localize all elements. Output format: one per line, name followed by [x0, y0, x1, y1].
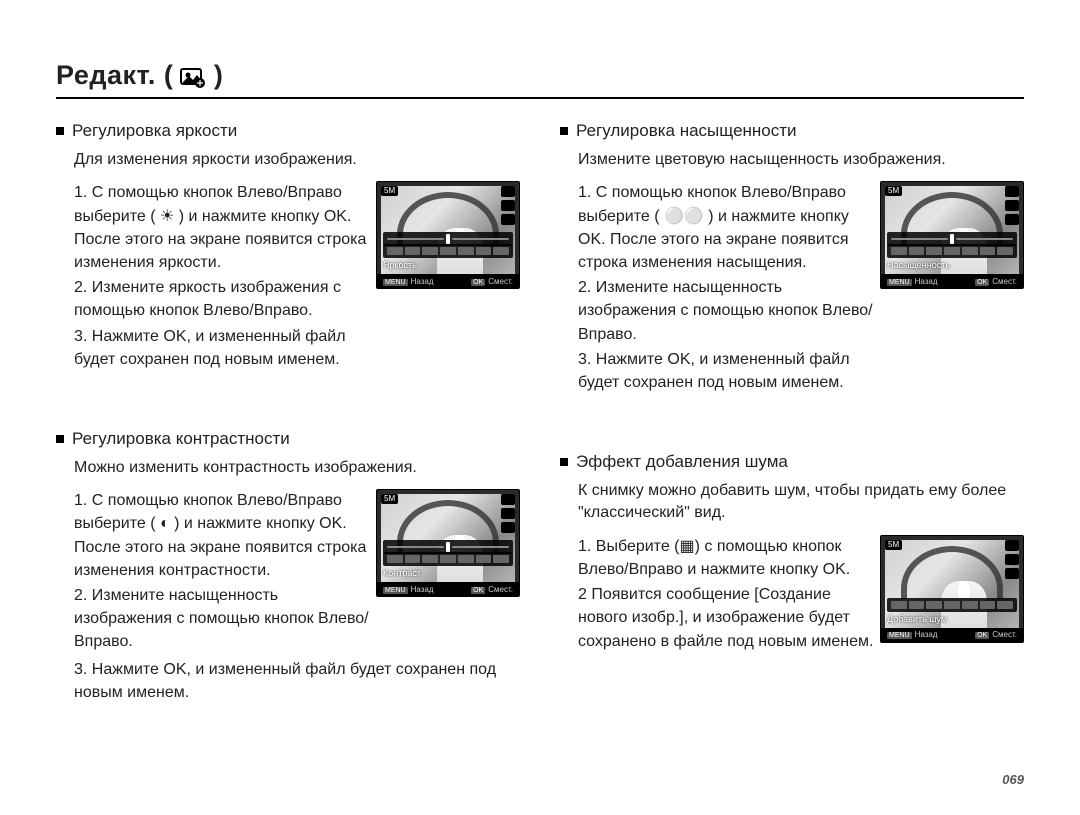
section-title: Регулировка яркости [56, 121, 520, 141]
resolution-badge: 5M [381, 186, 398, 196]
section-saturation: Регулировка насыщенности Измените цветов… [560, 121, 1024, 396]
section-title: Регулировка контрастности [56, 429, 520, 449]
lcd-label: Контраст [383, 568, 421, 578]
lcd-label: Яркость [383, 260, 417, 270]
step-3: 3. Нажмите OK, и измененный файл будет с… [578, 348, 874, 394]
manual-page: Редакт. ( ) Регулировка яркости Для изме [0, 0, 1080, 815]
bullet-icon [56, 127, 64, 135]
bullet-icon [56, 435, 64, 443]
section-contrast: Регулировка контрастности Можно изменить… [56, 429, 520, 704]
lcd-preview-brightness: 5M Яркость MENUНазад OKСмест. [376, 181, 520, 289]
section-title: Эффект добавления шума [560, 452, 1024, 472]
step-1: 1. С помощью кнопок Влево/Вправо выберит… [74, 181, 370, 274]
step-list: 1. С помощью кнопок Влево/Вправо выберит… [578, 181, 874, 396]
content-columns: Регулировка яркости Для изменения яркост… [56, 121, 1024, 760]
step-1: 1. С помощью кнопок Влево/Вправо выберит… [578, 181, 874, 274]
lcd-footer: MENUНазад OKСмест. [881, 628, 1023, 642]
lcd-preview-saturation: 5M Насыщенность MENUНазад OKСмест. [880, 181, 1024, 289]
section-title: Регулировка насыщенности [560, 121, 1024, 141]
step-2: 2. Измените насыщенность изображения с п… [74, 584, 370, 654]
section-brightness: Регулировка яркости Для изменения яркост… [56, 121, 520, 373]
section-title-text: Регулировка насыщенности [576, 121, 797, 141]
section-title-text: Эффект добавления шума [576, 452, 788, 472]
step-3: 3. Нажмите OK, и измененный файл будет с… [74, 658, 520, 704]
page-number: 069 [1002, 772, 1024, 787]
lcd-footer: MENUНазад OKСмест. [881, 274, 1023, 288]
step-1: 1. Выберите (▦) с помощью кнопок Влево/В… [578, 535, 874, 581]
section-desc: Для изменения яркости изображения. [74, 149, 520, 171]
step-2: 2 Появится сообщение [Создание нового из… [578, 583, 874, 653]
step-list: 1. С помощью кнопок Влево/Вправо выберит… [74, 181, 370, 373]
section-desc: К снимку можно добавить шум, чтобы прида… [578, 480, 1024, 525]
resolution-badge: 5M [885, 540, 902, 550]
lcd-label: Добавить шум [887, 614, 947, 624]
page-header: Редакт. ( ) [56, 60, 1024, 99]
section-desc: Измените цветовую насыщенность изображен… [578, 149, 1024, 171]
edit-mode-icon: ( ) [164, 60, 223, 91]
right-column: Регулировка насыщенности Измените цветов… [560, 121, 1024, 760]
lcd-preview-contrast: 5M Контраст MENUНазад OKСмест. [376, 489, 520, 597]
section-desc: Можно изменить контрастность изображения… [74, 457, 520, 479]
step-1: 1. С помощью кнопок Влево/Вправо выберит… [74, 489, 370, 582]
step-2: 2. Измените насыщенность изображения с п… [578, 276, 874, 346]
step-list: 1. Выберите (▦) с помощью кнопок Влево/В… [578, 535, 874, 655]
left-column: Регулировка яркости Для изменения яркост… [56, 121, 520, 760]
resolution-badge: 5M [885, 186, 902, 196]
lcd-label: Насыщенность [887, 260, 950, 270]
lcd-footer: MENUНазад OKСмест. [377, 274, 519, 288]
lcd-preview-noise: 5M Добавить шум MENUНазад OKСмест. [880, 535, 1024, 643]
resolution-badge: 5M [381, 494, 398, 504]
lcd-footer: MENUНазад OKСмест. [377, 582, 519, 596]
bullet-icon [560, 458, 568, 466]
section-title-text: Регулировка яркости [72, 121, 237, 141]
section-noise: Эффект добавления шума К снимку можно до… [560, 452, 1024, 655]
step-2: 2. Измените яркость изображения с помощь… [74, 276, 370, 322]
section-title-text: Регулировка контрастности [72, 429, 290, 449]
step-3: 3. Нажмите OK, и измененный файл будет с… [74, 325, 370, 371]
bullet-icon [560, 127, 568, 135]
page-title: Редакт. [56, 60, 156, 91]
step-list: 1. С помощью кнопок Влево/Вправо выберит… [74, 489, 370, 655]
